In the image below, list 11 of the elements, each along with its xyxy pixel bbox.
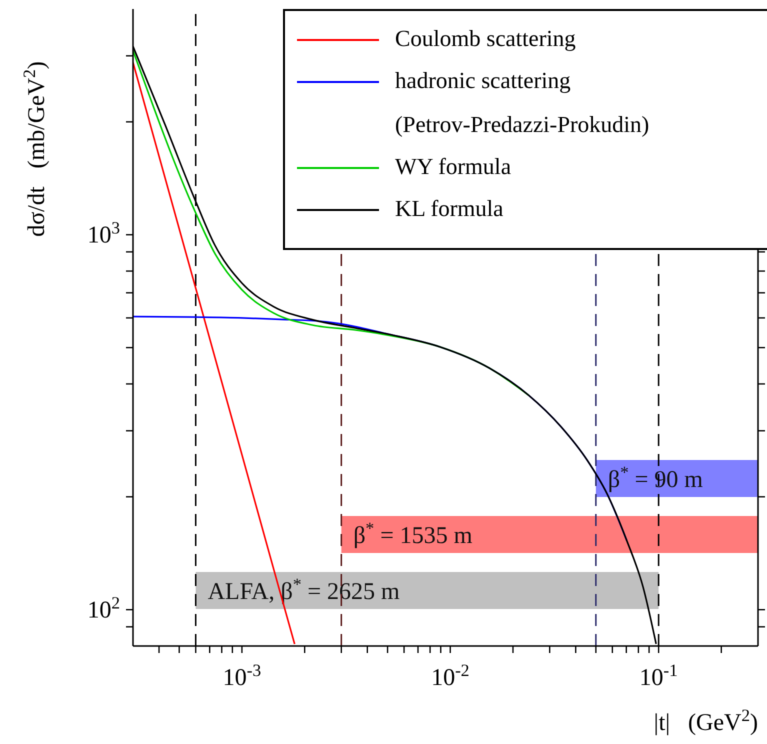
y-tick-label: 10$^{2}$ bbox=[87, 593, 120, 624]
x-tick-label: 10$^{-1}$ bbox=[639, 660, 678, 691]
x-axis-title: |t| (GeV$^{2}$) bbox=[654, 706, 758, 736]
legend-label: WY formula bbox=[395, 154, 512, 179]
x-tick-label: 10$^{-3}$ bbox=[222, 660, 262, 691]
band-label: β$^{*}$ = 1535 m bbox=[353, 518, 473, 549]
y-tick-label: 10$^{3}$ bbox=[87, 218, 120, 249]
legend-label: hadronic scattering (Petrov-Predazzi-Prokudin) bbox=[395, 68, 650, 137]
x-tick-label: 10$^{-2}$ bbox=[431, 660, 470, 691]
legend-label: KL formula bbox=[395, 196, 504, 221]
legend-label: Coulomb scattering bbox=[395, 26, 576, 51]
